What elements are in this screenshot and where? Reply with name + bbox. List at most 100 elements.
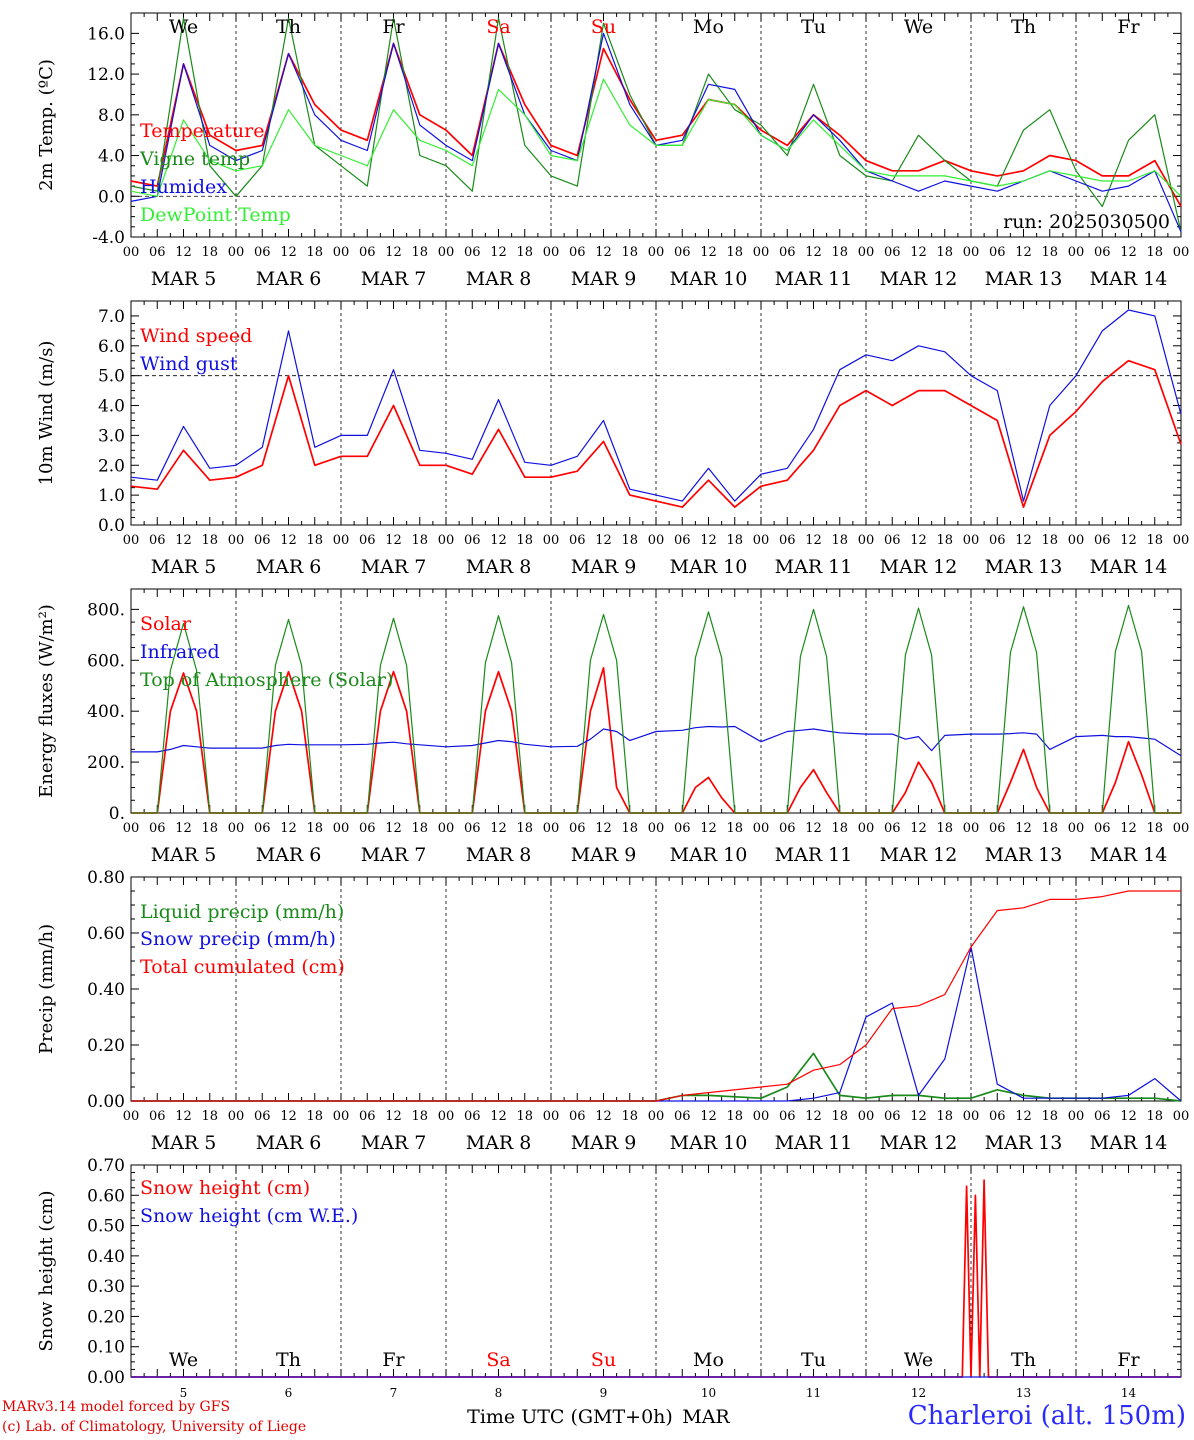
date-label: MAR 9 bbox=[571, 268, 637, 290]
day-of-week: Th bbox=[276, 16, 301, 38]
hour-label: 00 bbox=[1068, 245, 1085, 260]
day-number: 11 bbox=[806, 1386, 821, 1400]
date-label: MAR 9 bbox=[571, 556, 637, 578]
hour-label: 18 bbox=[516, 533, 533, 548]
legend-entry: Vigne temp bbox=[139, 148, 250, 170]
hour-label: 06 bbox=[779, 1109, 796, 1124]
hour-label: 12 bbox=[910, 1109, 927, 1124]
hour-label: 00 bbox=[228, 533, 245, 548]
hour-label: 00 bbox=[1068, 533, 1085, 548]
y-tick-label: 5.0 bbox=[98, 367, 125, 387]
y-tick-label: 4.0 bbox=[98, 397, 125, 417]
hour-label: 18 bbox=[411, 821, 428, 836]
y-tick-label: 0. bbox=[109, 804, 125, 824]
series-line bbox=[131, 604, 1181, 814]
date-label: MAR 14 bbox=[1090, 268, 1168, 290]
hour-label: 06 bbox=[359, 821, 376, 836]
hour-label: 12 bbox=[1120, 245, 1137, 260]
station-label: Charleroi (alt. 150m) bbox=[907, 1401, 1186, 1431]
hour-label: 00 bbox=[123, 1109, 140, 1124]
date-label: MAR 5 bbox=[151, 556, 217, 578]
y-axis-label: 2m Temp. (ºC) bbox=[36, 59, 57, 191]
hour-label: 18 bbox=[201, 1109, 218, 1124]
hour-label: 18 bbox=[516, 1109, 533, 1124]
y-tick-label: 0.20 bbox=[87, 1036, 125, 1056]
y-tick-label: 4.0 bbox=[98, 147, 125, 167]
hour-label: 12 bbox=[490, 821, 507, 836]
hour-label: 18 bbox=[831, 821, 848, 836]
y-tick-label: 0.0 bbox=[98, 187, 125, 207]
date-label: MAR 8 bbox=[466, 268, 532, 290]
y-tick-label: 7.0 bbox=[98, 307, 125, 327]
y-tick-label: 200. bbox=[87, 753, 125, 773]
hour-label: 18 bbox=[1146, 1109, 1163, 1124]
series-line bbox=[130, 42, 1182, 207]
hour-label: 18 bbox=[306, 245, 323, 260]
hour-label: 06 bbox=[989, 1109, 1006, 1124]
hour-label: 00 bbox=[753, 1109, 770, 1124]
hour-label: 00 bbox=[543, 1109, 560, 1124]
hour-label: 18 bbox=[831, 245, 848, 260]
date-label: MAR 6 bbox=[256, 556, 322, 578]
date-label: MAR 10 bbox=[670, 556, 748, 578]
legend-entry: Humidex bbox=[140, 176, 227, 198]
hour-label: 00 bbox=[123, 533, 140, 548]
date-label: MAR 6 bbox=[256, 1132, 322, 1154]
hour-label: 06 bbox=[359, 1109, 376, 1124]
day-of-week: We bbox=[169, 16, 198, 38]
hour-label: 12 bbox=[1015, 533, 1032, 548]
hour-label: 06 bbox=[569, 821, 586, 836]
hour-label: 06 bbox=[884, 533, 901, 548]
hour-label: 00 bbox=[858, 245, 875, 260]
y-axis-label: Precip (mm/h) bbox=[36, 924, 57, 1054]
series-line bbox=[130, 78, 1182, 197]
hour-label: 06 bbox=[464, 1109, 481, 1124]
hour-label: 00 bbox=[963, 1109, 980, 1124]
date-label: MAR 13 bbox=[985, 844, 1063, 866]
hour-label: 12 bbox=[175, 1109, 192, 1124]
day-number: 14 bbox=[1121, 1386, 1137, 1400]
hour-label: 06 bbox=[149, 533, 166, 548]
date-label: MAR 11 bbox=[775, 844, 853, 866]
date-label: MAR 13 bbox=[985, 268, 1063, 290]
hour-label: 00 bbox=[438, 245, 455, 260]
day-number: 7 bbox=[390, 1386, 398, 1400]
y-tick-label: 800. bbox=[87, 600, 125, 620]
date-label: MAR 7 bbox=[361, 556, 427, 578]
legend-entry: Solar bbox=[140, 613, 192, 635]
hour-label: 12 bbox=[490, 1109, 507, 1124]
legend-entry: Snow precip (mm/h) bbox=[140, 928, 336, 950]
hour-label: 18 bbox=[936, 1109, 953, 1124]
legend-entry: Wind speed bbox=[140, 325, 252, 347]
hour-label: 00 bbox=[648, 821, 665, 836]
y-tick-label: 0.40 bbox=[87, 980, 125, 1000]
hour-label: 18 bbox=[516, 245, 533, 260]
hour-label: 00 bbox=[648, 1109, 665, 1124]
hour-label: 12 bbox=[595, 533, 612, 548]
hour-label: 06 bbox=[359, 245, 376, 260]
day-of-week: Tu bbox=[801, 1349, 826, 1371]
day-of-week: Th bbox=[1011, 1349, 1036, 1371]
hour-label: 00 bbox=[858, 821, 875, 836]
hour-label: 00 bbox=[438, 1109, 455, 1124]
y-tick-label: 0.60 bbox=[87, 1186, 125, 1206]
date-label: MAR 6 bbox=[256, 268, 322, 290]
hour-label: 18 bbox=[516, 821, 533, 836]
hour-label: 18 bbox=[726, 1109, 743, 1124]
hour-label: 06 bbox=[989, 245, 1006, 260]
hour-label: 12 bbox=[700, 533, 717, 548]
legend-entry: DewPoint Temp bbox=[140, 204, 291, 226]
day-of-week: Th bbox=[276, 1349, 301, 1371]
hour-label: 12 bbox=[280, 1109, 297, 1124]
y-tick-label: 1.0 bbox=[98, 486, 125, 506]
hour-label: 12 bbox=[385, 1109, 402, 1124]
hour-label: 06 bbox=[989, 821, 1006, 836]
y-tick-label: 0.50 bbox=[87, 1217, 125, 1237]
day-of-week: We bbox=[904, 1349, 933, 1371]
hour-label: 00 bbox=[963, 821, 980, 836]
day-number: 8 bbox=[495, 1386, 503, 1400]
date-label: MAR 8 bbox=[466, 556, 532, 578]
hour-label: 18 bbox=[726, 821, 743, 836]
hour-label: 06 bbox=[359, 533, 376, 548]
hour-label: 00 bbox=[333, 821, 350, 836]
